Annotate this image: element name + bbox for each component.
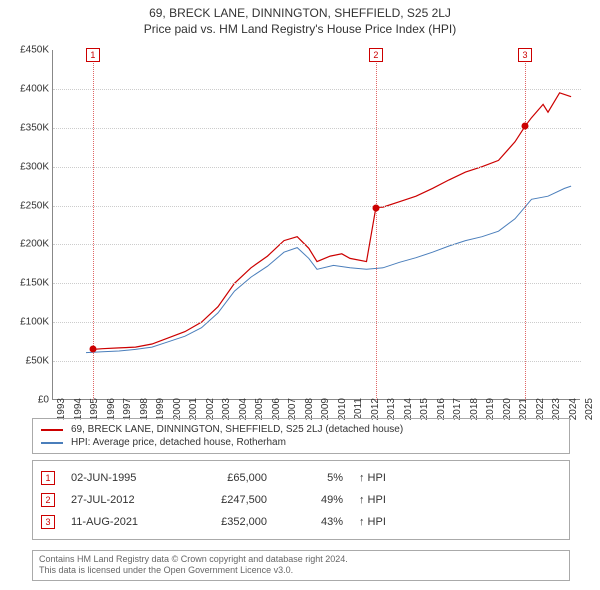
sale-event-price: £247,500 [187, 494, 267, 506]
license-line1: Contains HM Land Registry data © Crown c… [39, 554, 563, 565]
series-line-property [93, 93, 571, 350]
gridline [53, 89, 581, 90]
sale-marker-badge: 2 [369, 48, 383, 62]
gridline [53, 322, 581, 323]
sale-event-pct: 43% [283, 516, 343, 528]
title-address: 69, BRECK LANE, DINNINGTON, SHEFFIELD, S… [0, 6, 600, 20]
sale-event-pct: 5% [283, 472, 343, 484]
sale-marker-badge: 1 [86, 48, 100, 62]
sale-events: 1 02-JUN-1995 £65,000 5% ↑ HPI 2 27-JUL-2012 £2… [32, 460, 570, 540]
sale-marker-line [525, 50, 526, 400]
y-axis-label: £100K [3, 317, 49, 328]
sale-event-row: 3 11-AUG-2021 £352,000 43% ↑ HPI [41, 511, 561, 533]
y-axis-label: £200K [3, 239, 49, 250]
gridline [53, 128, 581, 129]
gridline [53, 283, 581, 284]
sale-event-pct: 49% [283, 494, 343, 506]
y-axis-label: £450K [3, 45, 49, 56]
sale-event-date: 02-JUN-1995 [71, 472, 171, 484]
legend: 69, BRECK LANE, DINNINGTON, SHEFFIELD, S… [32, 418, 570, 454]
gridline [53, 167, 581, 168]
series-line-hpi [86, 186, 571, 353]
y-axis-label: £400K [3, 83, 49, 94]
legend-swatch-property [41, 429, 63, 431]
license-line2: This data is licensed under the Open Gov… [39, 565, 563, 576]
sale-marker-point [372, 204, 379, 211]
gridline [53, 206, 581, 207]
x-axis-label: 2025 [584, 398, 595, 428]
sale-event-hpi: ↑ HPI [359, 494, 386, 506]
license-text: Contains HM Land Registry data © Crown c… [32, 550, 570, 581]
sale-event-date: 27-JUL-2012 [71, 494, 171, 506]
legend-swatch-hpi [41, 442, 63, 444]
sale-event-row: 1 02-JUN-1995 £65,000 5% ↑ HPI [41, 467, 561, 489]
gridline [53, 244, 581, 245]
sale-marker-point [522, 123, 529, 130]
sale-marker-badge: 3 [518, 48, 532, 62]
y-axis-label: £150K [3, 278, 49, 289]
gridline [53, 361, 581, 362]
sale-marker-point [89, 346, 96, 353]
sale-event-badge: 1 [41, 471, 55, 485]
sale-event-date: 11-AUG-2021 [71, 516, 171, 528]
sale-event-hpi: ↑ HPI [359, 472, 386, 484]
y-axis-label: £0 [3, 395, 49, 406]
sale-event-badge: 2 [41, 493, 55, 507]
chart: £0£50K£100K£150K£200K£250K£300K£350K£400… [52, 50, 580, 400]
title-subtitle: Price paid vs. HM Land Registry's House … [0, 22, 600, 36]
sale-event-hpi: ↑ HPI [359, 516, 386, 528]
legend-item-hpi: HPI: Average price, detached house, Roth… [41, 436, 561, 449]
sale-event-badge: 3 [41, 515, 55, 529]
legend-label-hpi: HPI: Average price, detached house, Roth… [71, 437, 286, 448]
legend-item-property: 69, BRECK LANE, DINNINGTON, SHEFFIELD, S… [41, 423, 561, 436]
sale-event-price: £352,000 [187, 516, 267, 528]
y-axis-label: £350K [3, 122, 49, 133]
plot-region: £0£50K£100K£150K£200K£250K£300K£350K£400… [52, 50, 580, 400]
y-axis-label: £250K [3, 200, 49, 211]
sale-event-row: 2 27-JUL-2012 £247,500 49% ↑ HPI [41, 489, 561, 511]
y-axis-label: £300K [3, 161, 49, 172]
y-axis-label: £50K [3, 356, 49, 367]
sale-event-price: £65,000 [187, 472, 267, 484]
legend-label-property: 69, BRECK LANE, DINNINGTON, SHEFFIELD, S… [71, 424, 403, 435]
sale-marker-line [376, 50, 377, 400]
series-svg [53, 50, 581, 400]
